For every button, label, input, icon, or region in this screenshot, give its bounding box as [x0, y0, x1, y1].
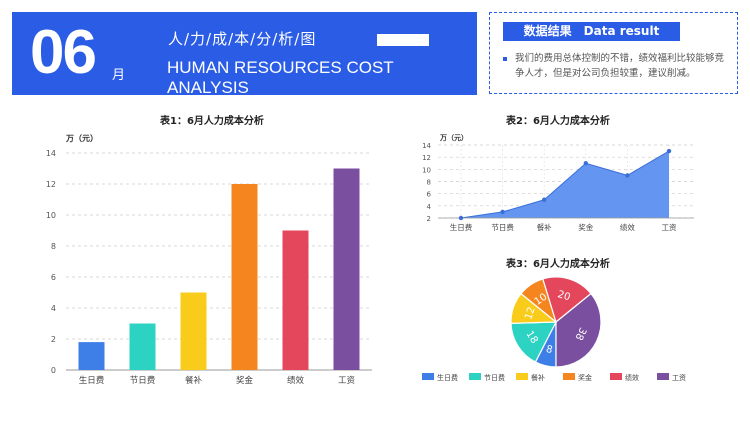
chart1-y-tick-label: 14	[46, 149, 56, 158]
chart2-x-tick-label: 餐补	[537, 222, 552, 232]
chart2-y-tick-label: 6	[427, 191, 432, 199]
data-result-heading: 数据结果 Data result	[503, 22, 680, 41]
chart1-x-tick-label: 奖金	[236, 375, 254, 386]
chart1-title: 表1：6月人力成本分析	[160, 116, 264, 127]
chinese-title: 人/力/成/本/分/析/图	[168, 30, 317, 48]
chart1-bar	[180, 292, 207, 370]
chart1-bar	[129, 323, 156, 370]
chart1-x-tick-label: 餐补	[185, 375, 203, 386]
chart3-slice	[555, 292, 602, 368]
chart2-line	[460, 150, 670, 219]
chart1-y-tick-label: 0	[51, 366, 56, 375]
chart2-y-tick-label: 8	[427, 179, 431, 187]
chart2-y-tick-label: 4	[427, 203, 432, 211]
bullet-icon	[503, 57, 507, 61]
english-title: HUMAN RESOURCES COST ANALYSIS	[167, 58, 394, 97]
chart1-y-tick-label: 2	[51, 335, 56, 344]
data-result-text: 我们的费用总体控制的不错，绩效福利比较能够竞争人才，但是对公司负担较重，建议削减…	[515, 53, 725, 79]
title-decor-bar	[377, 34, 429, 46]
chart1-x-tick-label: 节日费	[130, 375, 156, 386]
chart3-data-label: 12	[523, 306, 537, 322]
legend-label: 绩效	[625, 373, 639, 382]
chart1-y-tick-label: 4	[51, 304, 56, 313]
chart3-data-label: 38	[573, 325, 588, 341]
legend-label: 餐补	[531, 373, 545, 382]
legend-label: 奖金	[578, 373, 592, 382]
chart1-bar	[333, 168, 360, 370]
chart2-point	[625, 173, 630, 178]
chart2-y-tick-label: 2	[427, 215, 431, 223]
chart1-x-tick-label: 工资	[338, 375, 356, 386]
chart3-data-label: 20	[556, 289, 571, 303]
chart3-slice	[542, 276, 592, 324]
month-unit: 月	[112, 68, 126, 83]
legend-label: 生日费	[437, 373, 458, 382]
legend-swatch	[469, 373, 481, 380]
chart2-x-tick-label: 工资	[662, 222, 677, 232]
chart2-y-axis-label: 万（元）	[439, 134, 468, 142]
legend-swatch	[422, 373, 434, 380]
header-banner: 06 月 人/力/成/本/分/析/图 HUMAN RESOURCES COST …	[12, 12, 477, 97]
chart2-x-tick-label: 节日费	[491, 222, 514, 232]
legend-label: 节日费	[484, 373, 505, 382]
chart2-x-tick-label: 绩效	[620, 222, 635, 232]
chart1-bar	[282, 230, 309, 370]
chart2-point	[583, 161, 588, 166]
chart1-x-tick-label: 绩效	[287, 375, 305, 386]
chart2-area	[461, 151, 669, 218]
legend-label: 工资	[672, 373, 686, 382]
chart2-x-tick-label: 奖金	[578, 222, 593, 232]
chart2-y-tick-label: 12	[422, 154, 431, 162]
chart2-point	[458, 215, 464, 221]
chart3-slice	[510, 321, 557, 363]
chart1-y-axis-label: 万（元）	[65, 133, 98, 143]
chart1-y-tick-label: 6	[51, 273, 56, 282]
legend-swatch	[516, 373, 528, 380]
chart2-title: 表2：6月人力成本分析	[506, 116, 610, 127]
legend-swatch	[657, 373, 669, 380]
chart2-point	[500, 209, 505, 215]
chart1-x-tick-label: 生日费	[79, 375, 105, 386]
legend-swatch	[563, 373, 575, 380]
chart3-title: 表3：6月人力成本分析	[506, 259, 610, 270]
chart2-x-tick-label: 生日费	[450, 222, 473, 232]
chart3-data-label: 8	[545, 344, 554, 356]
chart1-y-tick-label: 8	[51, 242, 56, 251]
chart2-point	[542, 197, 547, 202]
legend-swatch	[610, 373, 622, 380]
chart1-y-tick-label: 10	[46, 211, 56, 220]
chart1-y-tick-label: 12	[46, 180, 56, 189]
chart1-bar	[78, 342, 105, 370]
chart2-y-tick-label: 10	[422, 166, 431, 174]
chart1-bar	[231, 184, 258, 370]
data-result-box: 数据结果 Data result 我们的费用总体控制的不错，绩效福利比较能够竞争…	[489, 12, 738, 94]
chart2-point	[666, 148, 672, 154]
month-number: 06	[30, 18, 97, 87]
chart2-y-tick-label: 14	[422, 142, 431, 150]
